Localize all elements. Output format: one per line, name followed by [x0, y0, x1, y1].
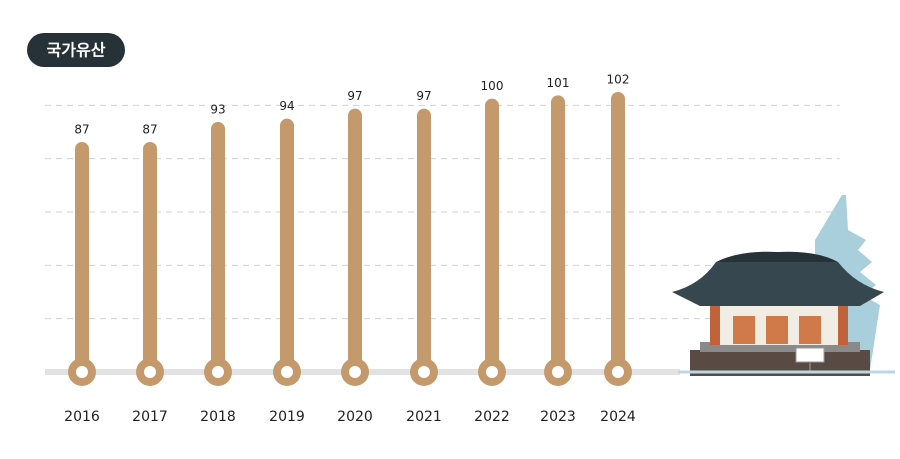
bar [143, 142, 157, 372]
value-label: 100 [481, 79, 504, 93]
value-label: 101 [547, 76, 570, 90]
bar [75, 142, 89, 372]
bar-base-hole [552, 366, 564, 378]
x-tick-label: 2019 [269, 409, 305, 425]
bar-base-hole [212, 366, 224, 378]
bar [211, 122, 225, 372]
value-label: 97 [416, 89, 431, 103]
value-label: 102 [607, 73, 630, 87]
bar [417, 108, 431, 373]
value-label: 93 [210, 103, 225, 117]
bar-base-hole [349, 366, 361, 378]
value-label: 87 [142, 123, 157, 137]
x-tick-label: 2023 [540, 409, 576, 425]
bar [348, 108, 362, 373]
bar-base-hole [144, 366, 156, 378]
x-tick-label: 2024 [600, 409, 636, 425]
x-tick-label: 2018 [200, 409, 236, 425]
bar-base-hole [486, 366, 498, 378]
building-illustration [672, 195, 895, 376]
x-tick-label: 2020 [337, 409, 373, 425]
bar [611, 92, 625, 372]
bar [485, 98, 499, 373]
chart-title: 국가유산 [47, 41, 106, 60]
bar-base-hole [281, 366, 293, 378]
bar [280, 118, 294, 373]
bar [551, 95, 565, 372]
bar-base-hole [612, 366, 624, 378]
value-label: 94 [279, 99, 294, 113]
x-tick-label: 2022 [474, 409, 510, 425]
x-tick-label: 2017 [132, 409, 168, 425]
bar-base-hole [76, 366, 88, 378]
title-badge [27, 33, 125, 67]
x-tick-label: 2021 [406, 409, 442, 425]
bar-base-hole [418, 366, 430, 378]
x-tick-label: 2016 [64, 409, 100, 425]
value-label: 97 [347, 89, 362, 103]
value-label: 87 [74, 123, 89, 137]
